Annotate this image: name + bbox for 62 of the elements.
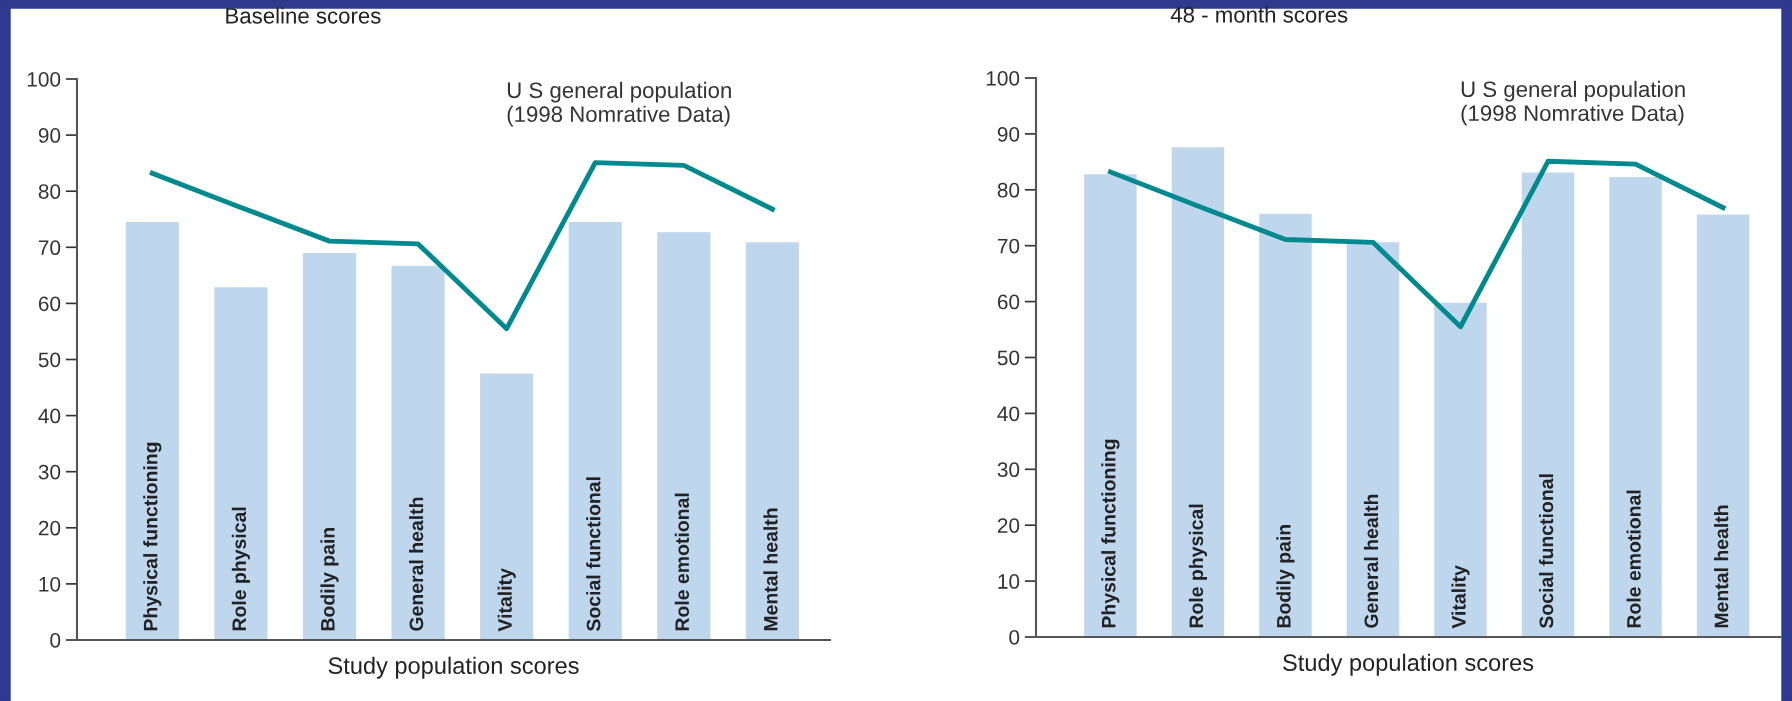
y-tick-label: 80 — [997, 182, 1020, 198]
bar — [1434, 302, 1487, 637]
y-tick-label: 80 — [38, 184, 61, 199]
y-tick-label: 20 — [38, 520, 61, 536]
bar — [391, 265, 445, 640]
x-axis-title: Study population scores — [1283, 653, 1534, 676]
bar — [1346, 242, 1400, 637]
x-tick-label: General health — [1363, 494, 1379, 628]
y-tick-label: 0 — [50, 633, 61, 648]
text: U S general population (1998 Nomrative Data) — [1461, 80, 1685, 126]
y-tick-label: 60 — [997, 294, 1020, 310]
y-tick-label: 100 — [986, 71, 1020, 86]
y-tick-label: 30 — [38, 464, 61, 480]
x-tick-label: Social functional — [1538, 474, 1554, 629]
x-tick-label: Vitality — [497, 568, 516, 632]
x-tick-label: Role emotional — [1626, 490, 1641, 628]
bar — [1609, 176, 1662, 637]
bar — [480, 373, 534, 640]
bar — [1084, 174, 1137, 637]
chart-title: 48 - month scores — [1170, 6, 1348, 23]
bar — [1259, 213, 1312, 637]
y-tick-label: 70 — [38, 240, 61, 256]
line-series — [149, 160, 775, 332]
x-tick-label: Vitality — [1451, 565, 1470, 629]
x-axis-title: Study population scores — [328, 656, 579, 679]
x-tick-label: Bodily pain — [1276, 525, 1295, 628]
x-tick-label: Physical functioning — [143, 442, 162, 631]
x-tick-label: Mental health — [1714, 505, 1729, 628]
y-tick-label: 10 — [39, 576, 61, 592]
bar — [214, 287, 268, 640]
y-tick-label: 90 — [997, 126, 1020, 142]
bar — [1171, 147, 1225, 637]
x-tick-label: Role physical — [1188, 504, 1207, 628]
y-tick-label: 40 — [997, 406, 1020, 422]
y-tick-label: 10 — [998, 574, 1020, 589]
x-tick-label: Role emotional — [674, 493, 690, 631]
y-tick-label: 50 — [38, 352, 61, 368]
bar — [1521, 172, 1575, 637]
y-tick-label: 90 — [38, 128, 61, 143]
bar — [657, 232, 711, 640]
y-tick-label: 100 — [27, 72, 61, 87]
x-tick-label: General health — [409, 497, 424, 631]
y-tick-label: 30 — [997, 462, 1020, 478]
bar — [302, 252, 357, 640]
x-tick-label: Physical functioning — [1101, 439, 1120, 628]
bar — [568, 222, 622, 640]
y-tick-label: 20 — [997, 518, 1020, 533]
y-tick-label: 70 — [997, 238, 1020, 254]
bar — [1696, 214, 1750, 637]
x-tick-label: Role physical — [231, 507, 250, 631]
x-tick-label: Bodily pain — [320, 528, 339, 631]
y-tick-label: 0 — [1009, 630, 1020, 645]
x-tick-label: Mental health — [763, 508, 778, 631]
y-tick-label: 50 — [997, 350, 1020, 366]
bar — [745, 242, 799, 640]
y-tick-label: 60 — [38, 296, 61, 312]
chart-title: Baseline scores — [226, 7, 381, 24]
y-tick-label: 40 — [38, 408, 61, 424]
text: U S general population (1998 Nomrative Data) — [507, 81, 731, 127]
line-series — [1107, 158, 1726, 330]
x-tick-label: Social functional — [586, 477, 601, 632]
bar — [125, 222, 179, 640]
